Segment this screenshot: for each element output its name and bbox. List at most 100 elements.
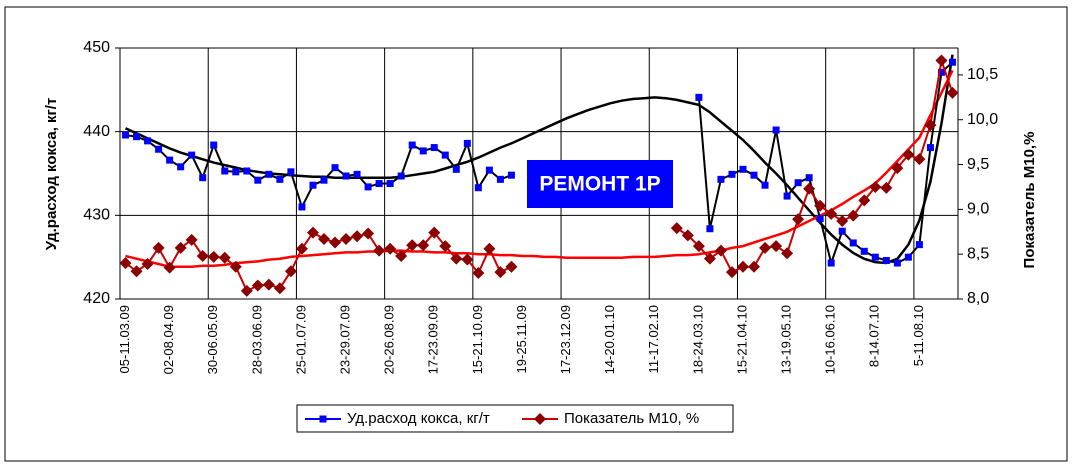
y-tick-label: 420: [83, 290, 110, 307]
marker: [441, 151, 449, 159]
marker: [814, 199, 827, 212]
marker: [849, 239, 857, 247]
x-tick-label: 8-14.07.10: [867, 305, 882, 367]
marker: [166, 156, 174, 164]
x-tick-label: 10-16.06.10: [823, 305, 838, 374]
marker: [805, 174, 813, 182]
marker: [858, 194, 871, 207]
x-tick-label: 18-24.03.10: [690, 305, 705, 374]
x-tick-label: 15-21.10.09: [470, 305, 485, 374]
marker: [397, 172, 405, 180]
marker: [417, 239, 430, 252]
marker: [306, 226, 319, 239]
marker: [505, 260, 518, 273]
x-tick-label: 13-19.05.10: [779, 305, 794, 374]
marker: [265, 170, 273, 178]
legend-box: [296, 404, 734, 433]
marker: [384, 242, 397, 255]
marker: [133, 133, 141, 141]
marker: [240, 284, 253, 297]
marker: [428, 226, 441, 239]
x-tick-label: 20-26.08.09: [382, 305, 397, 374]
y2-axis-label: Показатель М10,%: [1021, 132, 1038, 269]
y2-tick-label: 8,5: [967, 245, 989, 262]
marker: [474, 184, 482, 192]
marker: [904, 253, 912, 261]
marker: [792, 213, 805, 226]
marker: [342, 172, 350, 180]
marker: [494, 266, 507, 279]
marker: [750, 171, 758, 179]
y-tick-label: 440: [83, 123, 110, 140]
plot-layer: [120, 54, 958, 297]
marker: [452, 165, 460, 173]
marker: [781, 247, 794, 260]
marker: [860, 247, 868, 255]
marker: [309, 181, 317, 189]
marker: [485, 166, 493, 174]
y-axis-label: Уд.расход кокса, кг/т: [43, 98, 60, 251]
marker: [130, 265, 143, 278]
marker: [736, 260, 749, 273]
x-tick-label: 17-23.12.09: [558, 305, 573, 374]
marker: [298, 203, 306, 211]
marker: [273, 282, 286, 295]
y2-tick-label: 9,5: [967, 156, 989, 173]
marker: [670, 222, 683, 235]
marker: [891, 162, 904, 175]
x-tick-label: 05-11.03.09: [117, 305, 132, 373]
x-tick-label: 30-06.05.09: [205, 305, 220, 374]
y2-tick-label: 10,0: [967, 111, 998, 128]
marker: [340, 232, 353, 245]
trend-line: [125, 69, 954, 268]
annotation-box: [527, 160, 673, 208]
marker: [496, 175, 504, 183]
marker: [882, 257, 890, 265]
marker: [373, 244, 386, 257]
marker: [144, 137, 152, 145]
marker: [748, 260, 761, 273]
marker: [430, 144, 438, 152]
marker: [439, 240, 452, 253]
marker: [221, 167, 229, 175]
marker: [937, 68, 945, 76]
annotation: РЕМОНТ 1Р: [539, 173, 660, 196]
marker: [461, 253, 474, 266]
marker: [946, 86, 958, 99]
marker: [739, 165, 747, 173]
y-tick-label: 430: [83, 207, 110, 224]
marker: [287, 168, 295, 176]
marker: [210, 141, 218, 149]
marker: [816, 215, 824, 223]
marker: [871, 253, 879, 261]
marker: [472, 267, 485, 280]
marker: [351, 230, 364, 243]
x-tick-label: 11-17.02.10: [646, 305, 661, 373]
marker: [838, 227, 846, 235]
marker: [463, 139, 471, 147]
marker: [207, 250, 220, 263]
marker: [320, 176, 328, 184]
marker: [450, 252, 463, 265]
marker: [681, 229, 694, 242]
marker: [770, 240, 783, 253]
marker: [893, 259, 901, 267]
x-tick-label: 14-20.01.10: [602, 305, 617, 374]
x-tick-label: 25-01.07.09: [293, 305, 308, 374]
marker: [783, 192, 791, 200]
marker: [483, 242, 496, 255]
marker: [948, 58, 956, 66]
marker: [692, 240, 705, 253]
marker: [703, 252, 716, 265]
marker: [772, 126, 780, 134]
y2-tick-label: 9,0: [967, 201, 989, 218]
marker: [188, 151, 196, 159]
marker: [185, 233, 198, 246]
marker: [386, 180, 394, 188]
marker: [276, 175, 284, 183]
marker: [152, 241, 165, 254]
marker: [714, 244, 727, 257]
marker: [935, 54, 948, 67]
marker: [825, 207, 838, 220]
marker: [177, 163, 185, 171]
